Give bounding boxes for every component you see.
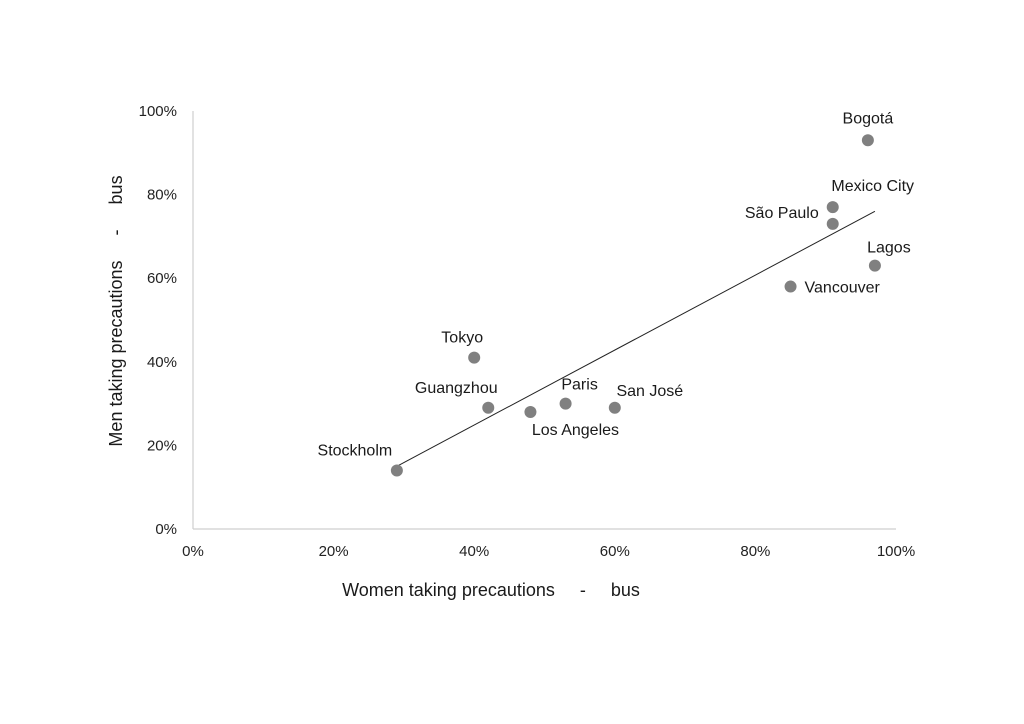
y-tick-label: 40% — [147, 354, 177, 371]
data-point — [608, 401, 621, 414]
point-label: Mexico City — [831, 178, 914, 195]
x-tick-label: 20% — [319, 543, 349, 560]
y-tick-label: 20% — [147, 437, 177, 454]
x-tick-label: 100% — [877, 543, 915, 560]
point-label: Paris — [561, 377, 597, 394]
x-axis-title: Women taking precautions - bus — [342, 580, 640, 600]
data-point — [826, 201, 839, 214]
data-point — [468, 351, 481, 364]
point-label: Los Angeles — [532, 422, 619, 439]
data-point — [524, 405, 537, 418]
x-tick-label: 0% — [182, 543, 204, 560]
data-point — [826, 217, 839, 230]
point-label: Tokyo — [441, 330, 483, 347]
axes — [192, 111, 896, 530]
point-label: Stockholm — [318, 442, 393, 459]
point-label: Lagos — [867, 240, 911, 257]
x-tick-label: 40% — [459, 543, 489, 560]
data-point — [784, 280, 797, 293]
data-point — [861, 134, 874, 147]
y-axis-title: Men taking precautions - bus — [106, 175, 126, 446]
data-points — [390, 134, 881, 477]
y-tick-label: 60% — [147, 270, 177, 287]
tick-labels: 0% 20% 40% 60% 80% 100% 0% 20% 40% 60% 80% 100% — [139, 103, 916, 560]
x-tick-label: 60% — [600, 543, 630, 560]
point-label: San José — [616, 383, 683, 400]
data-point — [482, 401, 495, 414]
trendline — [396, 210, 876, 467]
y-tick-label: 80% — [147, 187, 177, 204]
trendline-group — [396, 210, 876, 467]
y-tick-label: 0% — [155, 521, 177, 538]
point-label: São Paulo — [745, 205, 819, 222]
point-label: Vancouver — [805, 280, 881, 297]
point-label: Guangzhou — [415, 380, 498, 397]
data-point — [559, 397, 572, 410]
point-label: Bogotá — [843, 110, 894, 127]
point-labels: Bogotá Mexico City São Paulo Lagos Vancouver… — [318, 110, 915, 459]
data-point — [868, 259, 881, 272]
data-point — [390, 464, 403, 477]
x-tick-label: 80% — [740, 543, 770, 560]
y-tick-label: 100% — [139, 103, 177, 120]
